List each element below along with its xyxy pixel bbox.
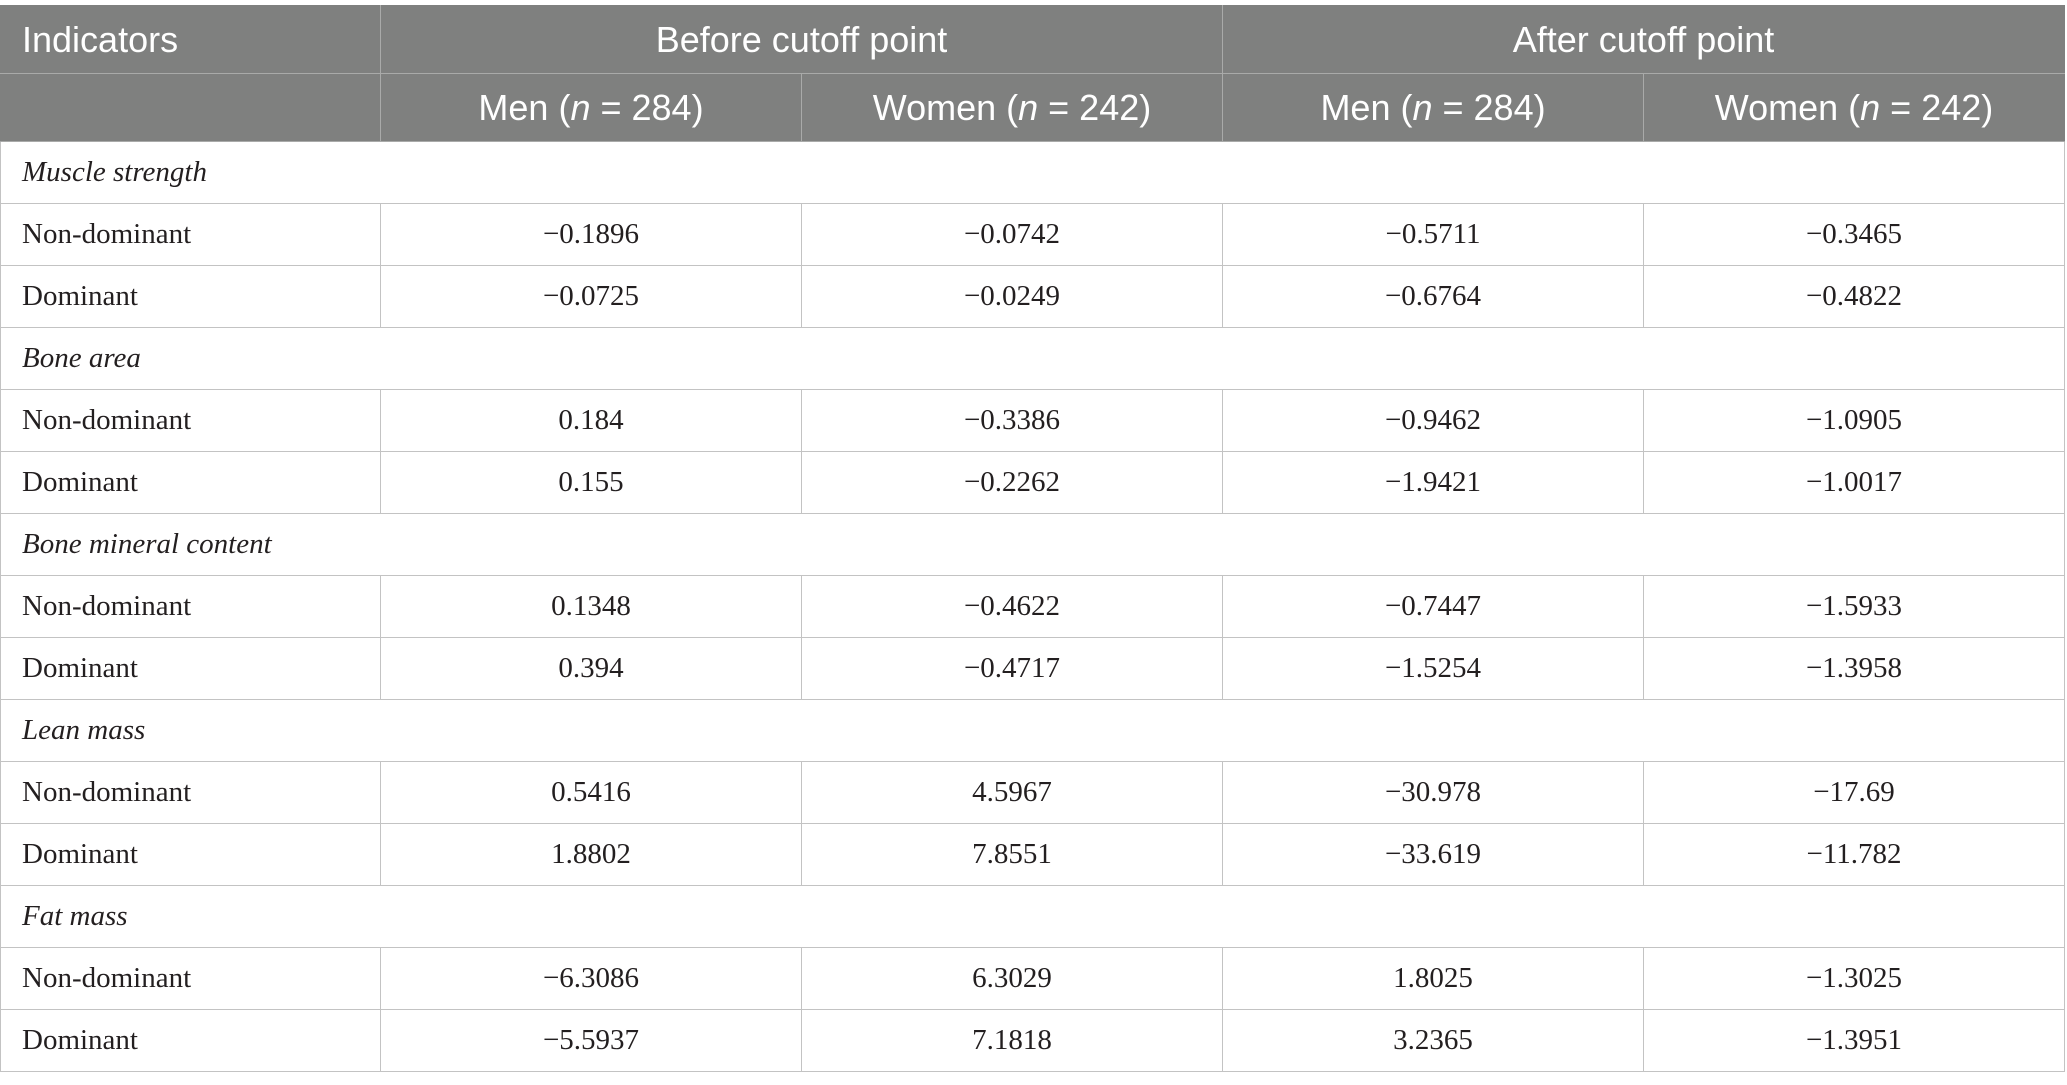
value-men-before: −6.3086 <box>380 947 802 1010</box>
row-label: Non-dominant <box>0 575 381 638</box>
section-title: Fat mass <box>0 885 2066 948</box>
value-men-before: 0.5416 <box>380 761 802 824</box>
column-header-women-after: Women (n = 242) <box>1643 73 2066 142</box>
value-men-before: 0.394 <box>380 637 802 700</box>
section-row-bone-area: Bone area <box>0 327 2066 390</box>
value-men-after: 3.2365 <box>1222 1009 1645 1072</box>
value-men-after: −0.6764 <box>1222 265 1645 328</box>
value-men-after: −0.9462 <box>1222 389 1645 452</box>
sample-size-symbol: n <box>570 86 591 128</box>
section-row-muscle-strength: Muscle strength <box>0 141 2066 204</box>
sample-size-symbol: n <box>1412 86 1433 128</box>
header-row-groups: Indicators Before cutoff point After cut… <box>0 5 2066 74</box>
sample-size: = 284) <box>590 86 704 128</box>
sample-size-symbol: n <box>1018 86 1039 128</box>
value-women-before: 7.1818 <box>800 1009 1224 1072</box>
row-label: Non-dominant <box>0 389 381 452</box>
value-women-after: −1.0017 <box>1643 451 2066 514</box>
column-header-indicators: Indicators <box>0 5 381 74</box>
value-men-before: −0.1896 <box>380 203 802 266</box>
table-row: Dominant 1.8802 7.8551 −33.619 −11.782 <box>0 823 2066 886</box>
section-title: Muscle strength <box>0 141 2066 204</box>
value-women-before: −0.4622 <box>800 575 1224 638</box>
table-row: Dominant 0.394 −0.4717 −1.5254 −1.3958 <box>0 637 2066 700</box>
value-men-before: 1.8802 <box>380 823 802 886</box>
section-title: Bone area <box>0 327 2066 390</box>
value-women-after: −1.3951 <box>1643 1009 2066 1072</box>
value-women-after: −0.3465 <box>1643 203 2066 266</box>
table-row: Non-dominant 0.5416 4.5967 −30.978 −17.6… <box>0 761 2066 824</box>
value-women-after: −1.3958 <box>1643 637 2066 700</box>
table-row: Dominant −0.0725 −0.0249 −0.6764 −0.4822 <box>0 265 2066 328</box>
value-men-after: −0.5711 <box>1222 203 1645 266</box>
value-men-after: −30.978 <box>1222 761 1645 824</box>
row-label: Non-dominant <box>0 761 381 824</box>
value-men-before: 0.155 <box>380 451 802 514</box>
value-women-after: −17.69 <box>1643 761 2066 824</box>
table-row: Non-dominant 0.1348 −0.4622 −0.7447 −1.5… <box>0 575 2066 638</box>
value-women-before: −0.0249 <box>800 265 1224 328</box>
subgroup-label: Men ( <box>478 86 571 128</box>
column-header-men-before: Men (n = 284) <box>380 73 802 142</box>
value-men-before: 0.1348 <box>380 575 802 638</box>
value-men-after: −1.9421 <box>1222 451 1645 514</box>
value-women-before: −0.3386 <box>800 389 1224 452</box>
value-women-before: −0.2262 <box>800 451 1224 514</box>
value-women-after: −0.4822 <box>1643 265 2066 328</box>
table-row: Non-dominant −6.3086 6.3029 1.8025 −1.30… <box>0 947 2066 1010</box>
section-title: Bone mineral content <box>0 513 2066 576</box>
row-label: Dominant <box>0 637 381 700</box>
sample-size: = 284) <box>1432 86 1546 128</box>
section-row-lean-mass: Lean mass <box>0 699 2066 762</box>
sample-size: = 242) <box>1038 86 1152 128</box>
table-row: Dominant −5.5937 7.1818 3.2365 −1.3951 <box>0 1009 2066 1072</box>
value-men-after: −1.5254 <box>1222 637 1645 700</box>
section-title: Lean mass <box>0 699 2066 762</box>
value-men-before: −0.0725 <box>380 265 802 328</box>
data-table: Indicators Before cutoff point After cut… <box>0 5 2066 1072</box>
value-women-after: −1.5933 <box>1643 575 2066 638</box>
table-body: Muscle strength Non-dominant −0.1896 −0.… <box>0 141 2066 1072</box>
row-label: Dominant <box>0 451 381 514</box>
value-men-before: 0.184 <box>380 389 802 452</box>
value-men-before: −5.5937 <box>380 1009 802 1072</box>
value-women-after: −1.3025 <box>1643 947 2066 1010</box>
value-women-after: −11.782 <box>1643 823 2066 886</box>
column-group-before-cutoff: Before cutoff point <box>379 5 1224 74</box>
table-header: Indicators Before cutoff point After cut… <box>0 5 2066 142</box>
value-men-after: 1.8025 <box>1222 947 1645 1010</box>
sample-size: = 242) <box>1880 86 1994 128</box>
value-women-before: −0.4717 <box>800 637 1224 700</box>
subgroup-label: Women ( <box>1714 86 1861 128</box>
column-header-empty <box>0 73 381 142</box>
sample-size-symbol: n <box>1860 86 1881 128</box>
section-row-fat-mass: Fat mass <box>0 885 2066 948</box>
column-header-women-before: Women (n = 242) <box>800 73 1224 142</box>
value-women-before: 7.8551 <box>800 823 1224 886</box>
column-header-men-after: Men (n = 284) <box>1222 73 1645 142</box>
value-women-before: 6.3029 <box>800 947 1224 1010</box>
section-row-bone-mineral-content: Bone mineral content <box>0 513 2066 576</box>
value-men-after: −0.7447 <box>1222 575 1645 638</box>
row-label: Non-dominant <box>0 947 381 1010</box>
subgroup-label: Women ( <box>872 86 1019 128</box>
value-women-before: 4.5967 <box>800 761 1224 824</box>
table-row: Non-dominant −0.1896 −0.0742 −0.5711 −0.… <box>0 203 2066 266</box>
table-container: Indicators Before cutoff point After cut… <box>0 5 2067 1072</box>
header-row-subgroups: Men (n = 284) Women (n = 242) Men (n = 2… <box>0 73 2066 142</box>
row-label: Non-dominant <box>0 203 381 266</box>
table-row: Dominant 0.155 −0.2262 −1.9421 −1.0017 <box>0 451 2066 514</box>
table-row: Non-dominant 0.184 −0.3386 −0.9462 −1.09… <box>0 389 2066 452</box>
row-label: Dominant <box>0 823 381 886</box>
value-women-before: −0.0742 <box>800 203 1224 266</box>
column-group-after-cutoff: After cutoff point <box>1222 5 2066 74</box>
value-women-after: −1.0905 <box>1643 389 2066 452</box>
value-men-after: −33.619 <box>1222 823 1645 886</box>
row-label: Dominant <box>0 265 381 328</box>
subgroup-label: Men ( <box>1320 86 1413 128</box>
row-label: Dominant <box>0 1009 381 1072</box>
